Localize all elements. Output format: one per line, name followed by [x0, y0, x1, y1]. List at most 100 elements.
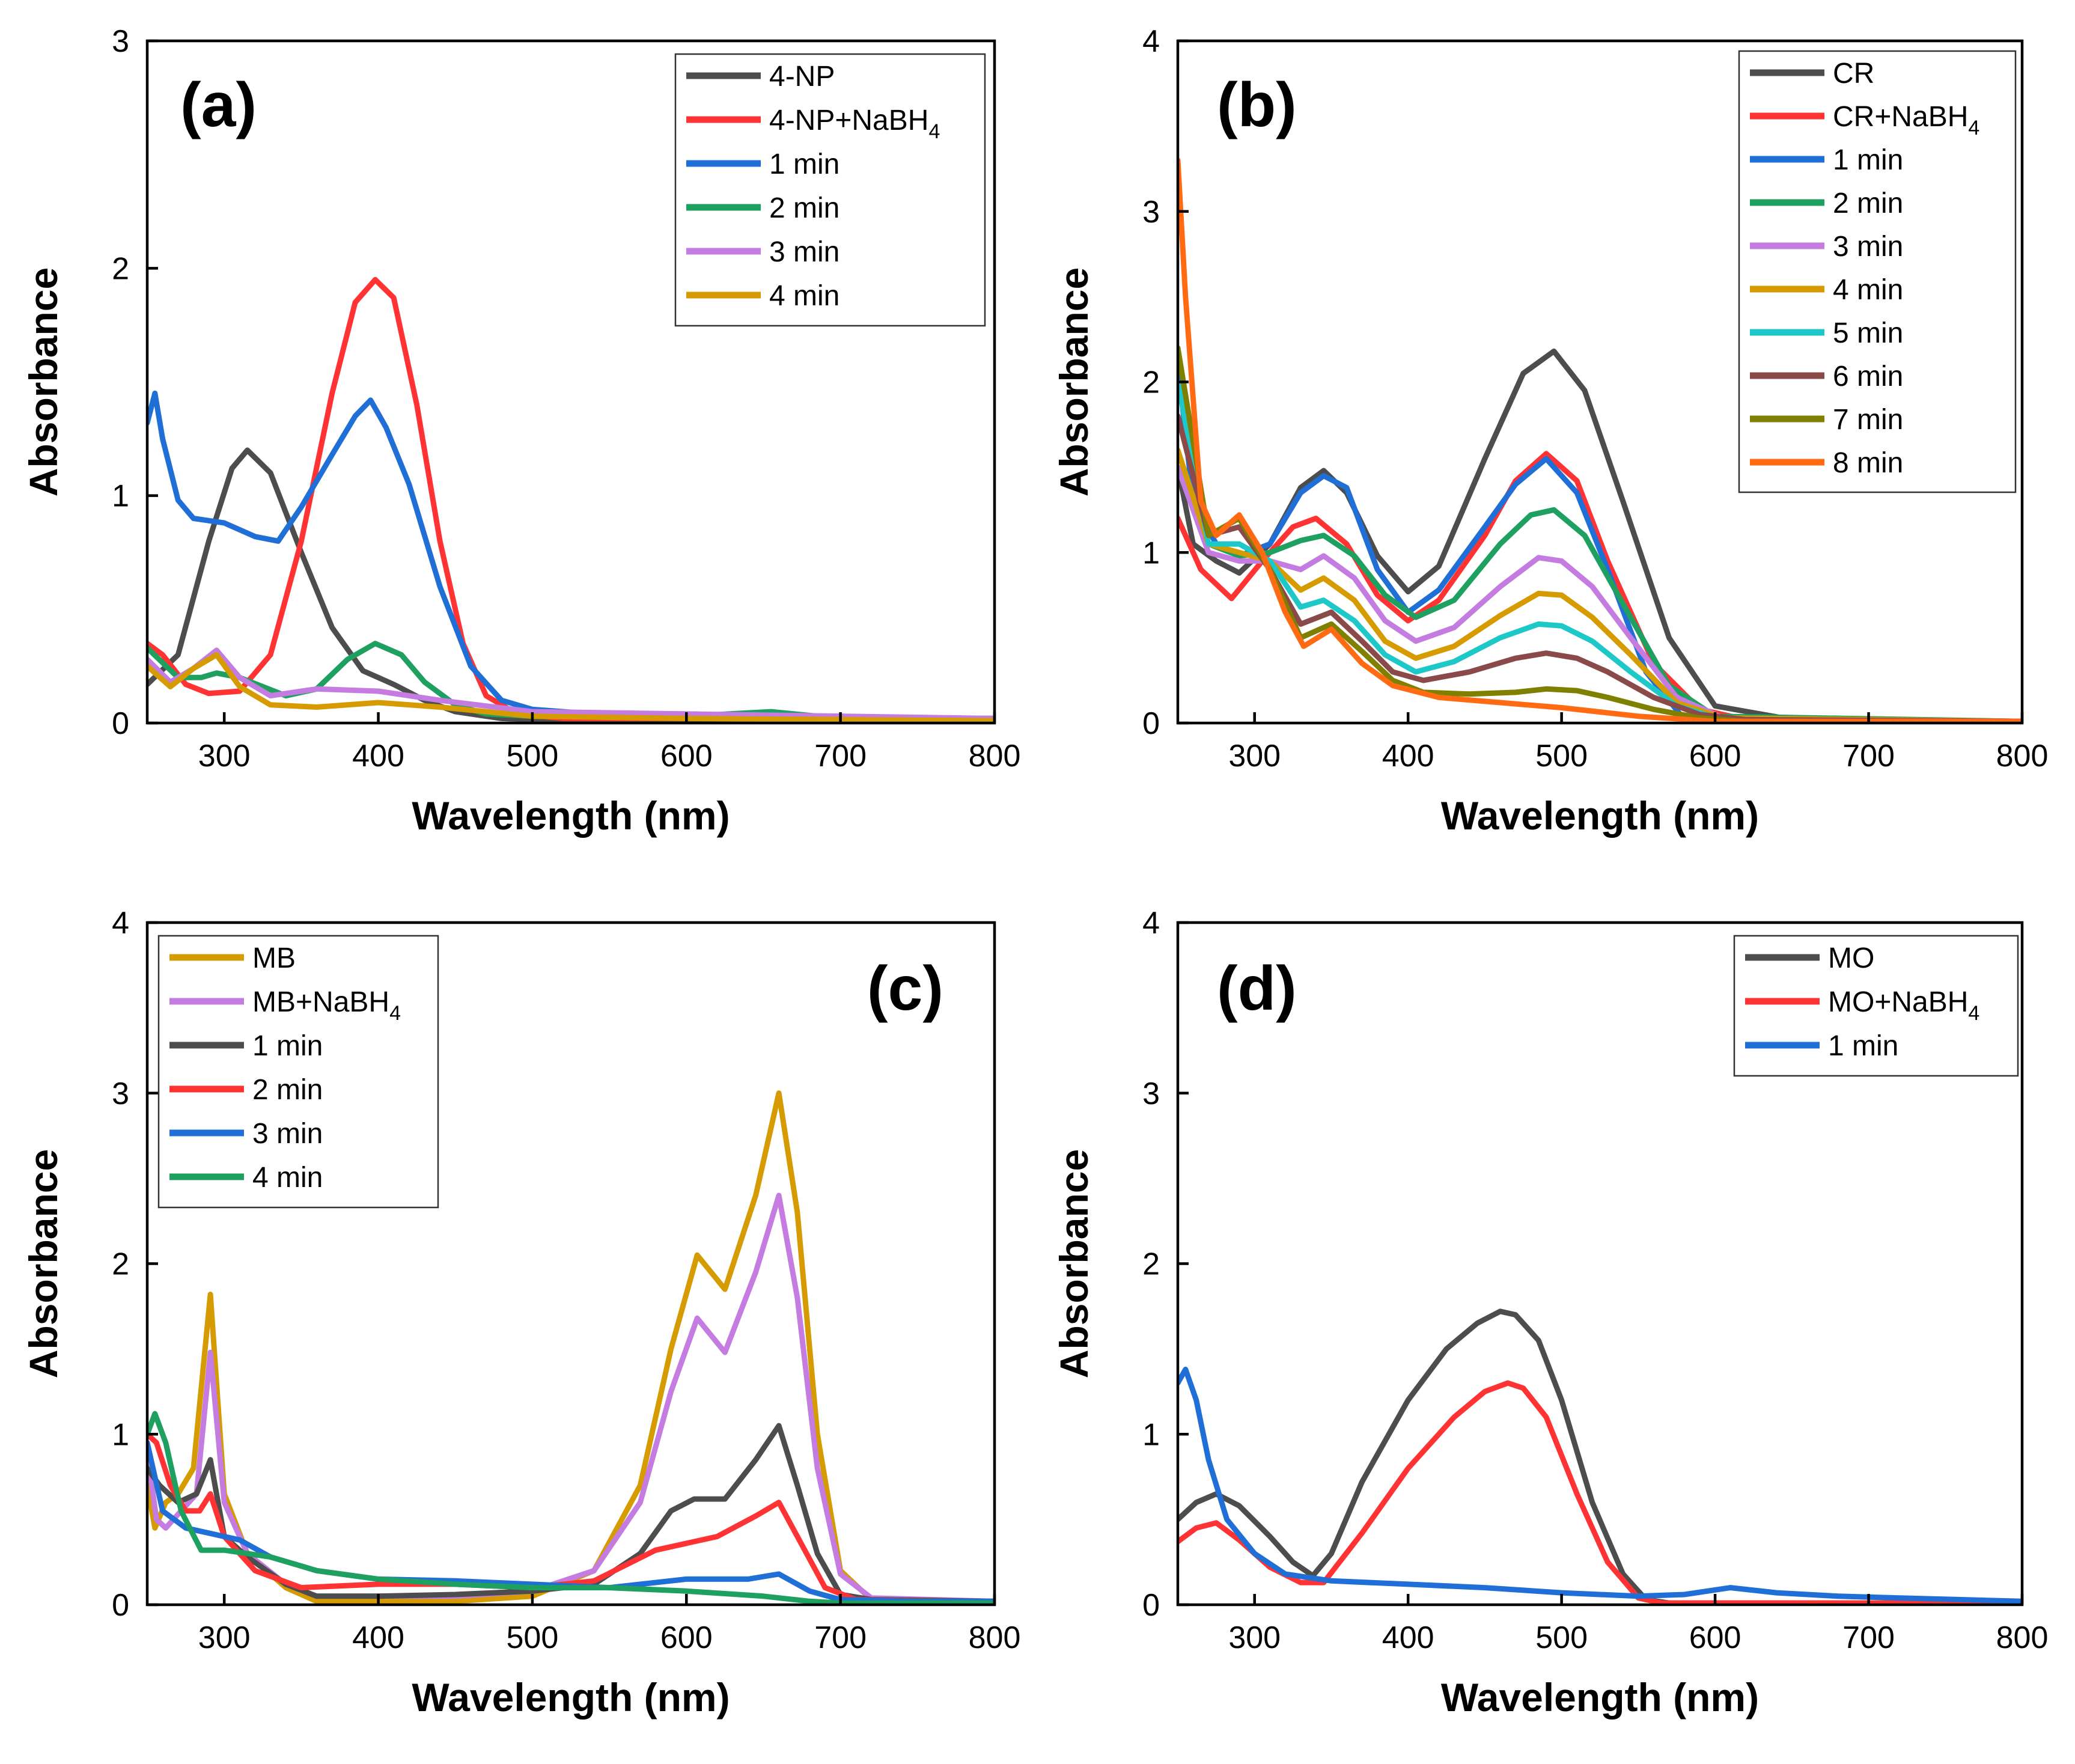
panel-a: 300 400 500 600 700 800 0 1 2 3 Wavelength (nm) Abs…: [21, 24, 1020, 838]
x-tick-label: 600: [660, 1620, 713, 1655]
x-tick-label: 800: [969, 1620, 1021, 1655]
legend-entry-label: 1 min: [1828, 1030, 1898, 1062]
y-tick-label: 4: [1142, 906, 1160, 941]
series-line-4-min-5: [147, 1411, 995, 1605]
legend-box: [157, 935, 439, 1209]
y-tick-label: 2: [112, 1247, 129, 1282]
y-tick-label: 4: [112, 906, 129, 941]
series-group: [1178, 1308, 2022, 1605]
x-tick-label: 800: [1996, 739, 2049, 774]
series-line-3-min-4: [147, 1439, 995, 1604]
legend-entry-label: 6 min: [1833, 361, 1903, 392]
legend-entry-label: 3 min: [252, 1118, 323, 1150]
x-tick-label: 800: [1996, 1620, 2049, 1655]
x-tick-label: 500: [1535, 739, 1588, 774]
x-tick-label: 400: [1382, 1620, 1434, 1655]
legend-entry-label: 1 min: [252, 1030, 323, 1062]
x-tick-label: 600: [1689, 1620, 1741, 1655]
y-tick-label: 3: [1142, 1076, 1160, 1111]
y-tick-label: 3: [112, 24, 129, 59]
legend-entry-label: 4 min: [769, 280, 839, 312]
plot-frame: [145, 39, 996, 725]
y-tick-label: 0: [1142, 706, 1160, 741]
legend-entry-label: 3 min: [1833, 231, 1903, 263]
panel-d: 300 400 500 600 700 800 0 1 2 3 4 Wavelength (nm) Ab…: [1052, 906, 2048, 1720]
x-tick-label: 400: [352, 739, 404, 774]
legend-entry-label: 2 min: [252, 1074, 323, 1106]
y-tick-label: 2: [112, 251, 129, 286]
y-tick-label: 0: [1142, 1588, 1160, 1623]
y-axis-title: Absorbance: [21, 267, 66, 496]
y-axis-title: Absorbance: [1052, 267, 1096, 496]
panel-b: 300 400 500 600 700 800 0 1 2 3 4 Wavelength (nm) Ab…: [1052, 24, 2048, 838]
series-line-4-np-0: [147, 447, 995, 723]
series-line-1-min-2: [147, 390, 995, 721]
y-axis-title: Absorbance: [1052, 1149, 1096, 1378]
legend-entry-label: MB: [252, 942, 296, 974]
y-tick-label: 1: [112, 479, 129, 514]
x-axis-title: Wavelength (nm): [412, 1675, 730, 1720]
legend-entry-label: 7 min: [1833, 404, 1903, 436]
series-line-4-min-5: [147, 652, 995, 723]
x-tick-label: 400: [352, 1620, 404, 1655]
series-line-mb-nabh-1: [147, 1192, 995, 1604]
panel-label: (b): [1217, 70, 1297, 140]
x-tick-label: 700: [1842, 1620, 1895, 1655]
legend-entry-label: MO: [1828, 942, 1874, 974]
x-tick-label: 300: [198, 739, 251, 774]
series-line-8-min-9: [1178, 157, 2022, 723]
series-line-cr-0: [1178, 348, 2022, 723]
series-group: [147, 276, 995, 723]
panel-label: (a): [180, 70, 257, 140]
legend-box: [674, 53, 986, 327]
x-tick-label: 400: [1382, 739, 1434, 774]
y-tick-label: 0: [112, 706, 129, 741]
legend-entry-label: 2 min: [769, 192, 839, 224]
x-tick-label: 500: [507, 739, 559, 774]
x-tick-label: 600: [1689, 739, 1741, 774]
x-tick-label: 300: [1228, 1620, 1281, 1655]
legend-entry-label: 3 min: [769, 236, 839, 268]
x-tick-label: 300: [198, 1620, 251, 1655]
y-tick-label: 2: [1142, 1247, 1160, 1282]
series-line-3-min-4: [147, 647, 995, 721]
x-axis-title: Wavelength (nm): [1441, 793, 1759, 838]
legend-entry-label: 1 min: [769, 148, 839, 180]
panel-label: (c): [867, 954, 943, 1024]
legend-entry-label: 1 min: [1833, 144, 1903, 176]
legend-entry-label: 4-NP: [769, 61, 835, 93]
x-tick-label: 700: [1842, 739, 1895, 774]
x-axis-title: Wavelength (nm): [412, 793, 730, 838]
x-tick-label: 500: [1535, 1620, 1588, 1655]
y-tick-label: 2: [1142, 365, 1160, 400]
legend-entry-label: 5 min: [1833, 317, 1903, 349]
y-tick-label: 1: [112, 1417, 129, 1452]
x-tick-label: 800: [969, 739, 1021, 774]
legend-entry-label: 4 min: [252, 1162, 323, 1194]
series-line-4-np-nabh-1: [147, 276, 995, 721]
x-axis-title: Wavelength (nm): [1441, 1675, 1759, 1720]
series-group: [1178, 157, 2022, 723]
x-tick-label: 700: [814, 1620, 867, 1655]
panel-c: 300 400 500 600 700 800 0 1 2 3 4 Wavelength (nm) Ab…: [21, 906, 1020, 1720]
legend-entry-label: 2 min: [1833, 188, 1903, 219]
y-tick-label: 3: [112, 1076, 129, 1111]
legend-entry-label: 8 min: [1833, 447, 1903, 479]
x-tick-label: 700: [814, 739, 867, 774]
series-line-mo-0: [1178, 1308, 2022, 1605]
y-tick-label: 4: [1142, 24, 1160, 59]
y-axis-title: Absorbance: [21, 1149, 66, 1378]
y-tick-label: 3: [1142, 195, 1160, 230]
series-line-3-min-4: [1178, 464, 2022, 723]
y-tick-label: 1: [1142, 1417, 1160, 1452]
panel-label: (d): [1217, 954, 1297, 1024]
x-tick-label: 300: [1228, 739, 1281, 774]
series-line-1-min-2: [1178, 1366, 2022, 1604]
legend-entry-label: 4 min: [1833, 274, 1903, 306]
y-tick-label: 0: [112, 1588, 129, 1623]
